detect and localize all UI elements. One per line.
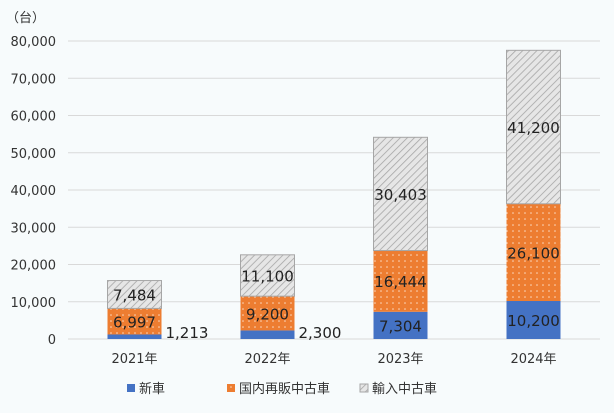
- bar-segment: [373, 250, 428, 312]
- data-label: 2,300: [299, 324, 342, 342]
- data-label: 6,997: [113, 313, 156, 331]
- bar-segment: [107, 280, 162, 309]
- data-label: 16,444: [374, 273, 427, 291]
- x-tick-label: 2021年: [111, 352, 157, 367]
- bar-segment: [240, 254, 295, 297]
- legend-label: 輸入中古車: [372, 382, 437, 397]
- data-label: 26,100: [507, 244, 560, 262]
- data-label: 7,304: [379, 317, 422, 335]
- data-label: 10,200: [507, 312, 560, 330]
- y-tick-label: 10,000: [11, 296, 57, 311]
- data-label: 9,200: [246, 305, 289, 323]
- data-label: 1,213: [166, 324, 209, 342]
- data-label: 11,100: [241, 267, 294, 285]
- bar-segment: [107, 334, 162, 339]
- x-tick-label: 2023年: [377, 352, 423, 367]
- data-label: 30,403: [374, 186, 427, 204]
- bar-segment: [240, 296, 295, 331]
- y-tick-label: 50,000: [11, 147, 57, 162]
- bar-segment: [506, 49, 561, 205]
- legend-swatch: [359, 383, 369, 393]
- unit-label: （台）: [6, 11, 45, 26]
- legend-swatch: [227, 384, 235, 392]
- bar-segment: [240, 330, 295, 339]
- legend-label: 国内再販中古車: [239, 381, 330, 397]
- data-label: 41,200: [507, 119, 560, 137]
- bar-segment: [506, 203, 561, 302]
- bar-segment: [373, 136, 428, 252]
- y-tick-label: 20,000: [11, 259, 57, 274]
- y-tick-label: 80,000: [11, 35, 57, 50]
- bar-segment: [506, 301, 561, 339]
- y-tick-label: 40,000: [11, 184, 57, 199]
- bar-segment: [373, 311, 428, 339]
- bar-segment: [107, 308, 162, 335]
- y-tick-label: 30,000: [11, 221, 57, 236]
- x-tick-label: 2022年: [244, 352, 290, 367]
- y-tick-label: 60,000: [11, 110, 57, 125]
- x-tick-label: 2024年: [510, 352, 556, 367]
- legend-swatch: [127, 384, 135, 392]
- data-label: 7,484: [113, 286, 156, 304]
- y-tick-label: 70,000: [11, 72, 57, 87]
- y-tick-label: 0: [48, 333, 56, 348]
- legend-label: 新車: [139, 381, 165, 397]
